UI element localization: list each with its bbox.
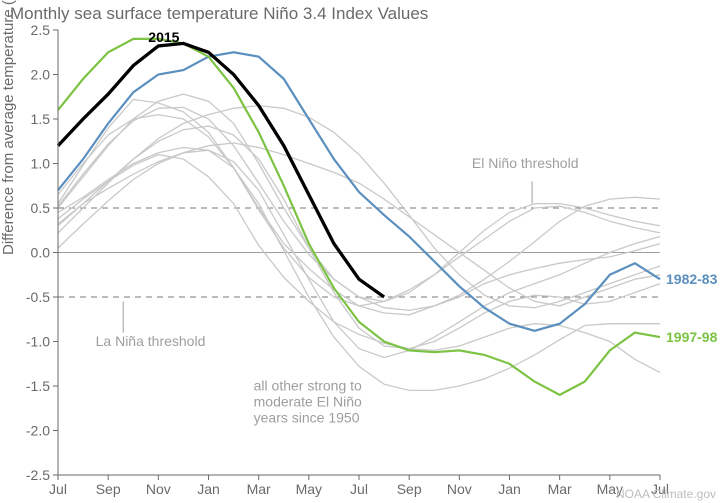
x-tick-label: Sep xyxy=(96,481,121,497)
gray-series-7 xyxy=(58,148,660,391)
y-tick-label: 0.0 xyxy=(31,245,51,261)
y-tick-label: -1.0 xyxy=(26,334,50,350)
y-tick-label: -2.0 xyxy=(26,423,50,439)
x-tick-label: Jan xyxy=(197,481,220,497)
credit-label: NOAA Climate.gov xyxy=(616,487,716,501)
gray-series-4 xyxy=(58,99,660,306)
y-tick-label: 2.5 xyxy=(31,22,51,38)
la-nina-threshold-label: La Niña threshold xyxy=(96,333,206,349)
x-tick-label: Nov xyxy=(447,481,472,497)
y-tick-label: -2.5 xyxy=(26,467,50,483)
y-tick-label: 2.0 xyxy=(31,67,51,83)
series-2015 xyxy=(58,43,384,297)
x-tick-label: Sep xyxy=(397,481,422,497)
series-2015-label: 2015 xyxy=(148,29,179,45)
y-tick-label: -1.5 xyxy=(26,378,50,394)
x-tick-label: Jan xyxy=(498,481,521,497)
x-tick-label: Mar xyxy=(548,481,572,497)
x-tick-label: May xyxy=(296,481,322,497)
series-1997-label: 1997-98 xyxy=(666,329,718,345)
chart-svg: -2.5 -2.0 -1.5 -1.0 -0.5 0.0 0.5 1.0 1.5 2.0 2.5 Ju… xyxy=(0,0,720,503)
x-tick-label: Mar xyxy=(247,481,271,497)
y-tick-label: -0.5 xyxy=(26,289,50,305)
x-tick-label: Nov xyxy=(146,481,171,497)
other-series-note: all other strong to xyxy=(254,377,362,393)
series-1982-83 xyxy=(58,52,660,331)
y-tick-label: 0.5 xyxy=(31,200,51,216)
x-tick-label: Jul xyxy=(350,481,368,497)
y-tick-label: 1.5 xyxy=(31,111,51,127)
gray-series-3 xyxy=(58,150,660,357)
series-1982-label: 1982-83 xyxy=(666,271,718,287)
other-series-note: moderate El Niño xyxy=(254,393,362,409)
x-tick-label: Jul xyxy=(49,481,67,497)
other-series-note: years since 1950 xyxy=(254,409,360,425)
y-tick-label: 1.0 xyxy=(31,156,51,172)
el-nino-threshold-label: El Niño threshold xyxy=(472,155,579,171)
chart-container: Monthly sea surface temperature Niño 3.4… xyxy=(0,0,720,503)
